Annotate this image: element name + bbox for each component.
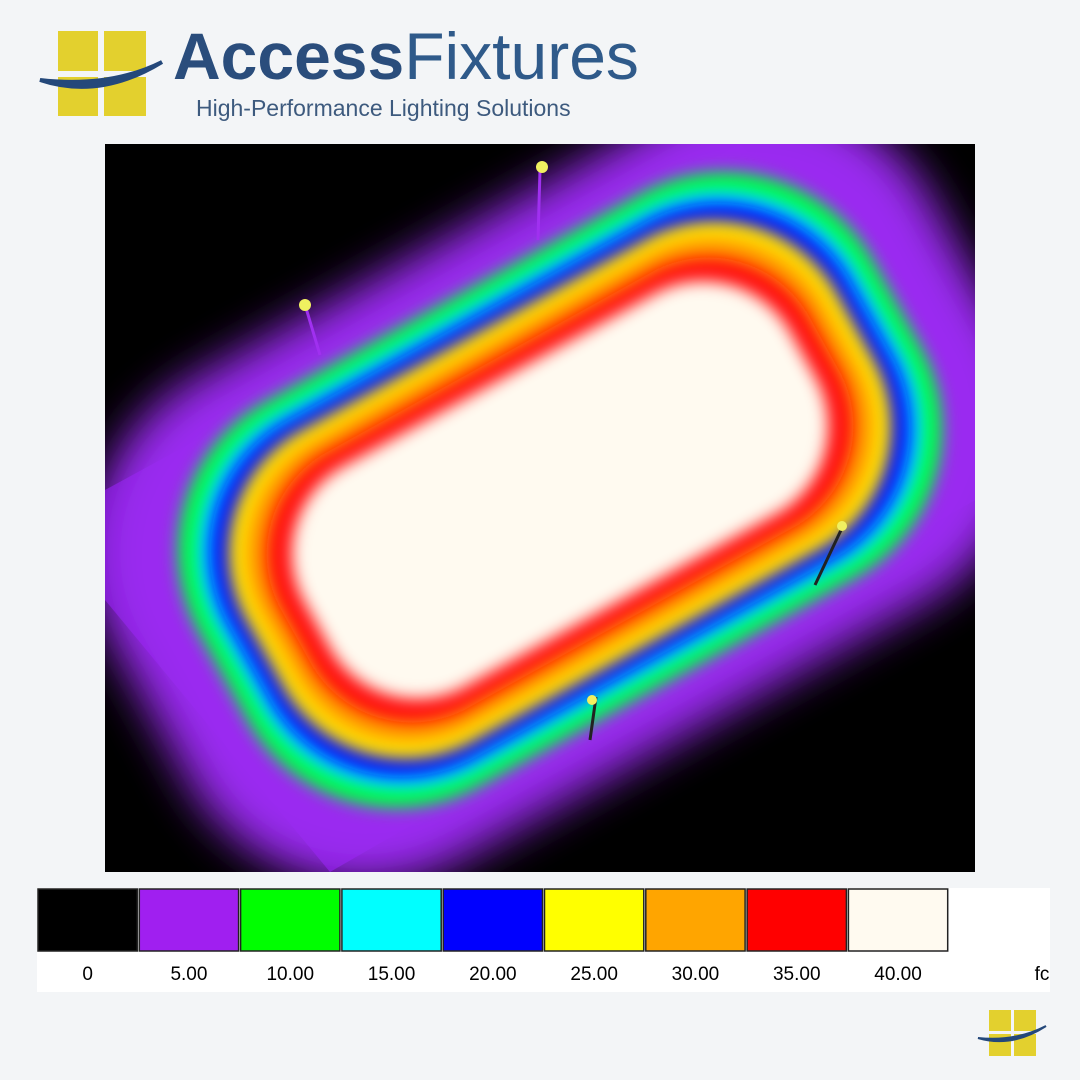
legend-swatch [138, 888, 240, 952]
legend-swatch [746, 888, 848, 952]
lighting-plot [105, 144, 975, 872]
legend-label: 5.00 [170, 964, 207, 985]
brand-second: Fixtures [404, 19, 639, 93]
legend-swatch [543, 888, 645, 952]
legend-swatch [37, 888, 139, 952]
brand-name: AccessFixtures [173, 19, 639, 93]
legend-swatch [442, 888, 544, 952]
legend-label: 10.00 [266, 964, 314, 985]
legend-label: 25.00 [570, 964, 618, 985]
legend-label: 35.00 [773, 964, 821, 985]
legend-label: 40.00 [874, 964, 922, 985]
legend-label: 15.00 [368, 964, 416, 985]
legend-swatch [645, 888, 746, 952]
legend-label: 0 [82, 964, 93, 985]
legend-swatch [239, 888, 341, 952]
legend-label: 30.00 [672, 964, 720, 985]
legend-label: 20.00 [469, 964, 517, 985]
legend-swatch [847, 888, 949, 952]
tagline: High-Performance Lighting Solutions [196, 95, 571, 121]
legend-unit: fc [1035, 964, 1050, 985]
legend-swatch [341, 888, 442, 952]
legend: 0 5.00 10.00 15.00 20.00 25.00 30.00 35.00 40.00 [37, 888, 949, 985]
logo [39, 31, 164, 116]
corner-logo [977, 1010, 1047, 1056]
brand-first: Access [173, 19, 404, 93]
